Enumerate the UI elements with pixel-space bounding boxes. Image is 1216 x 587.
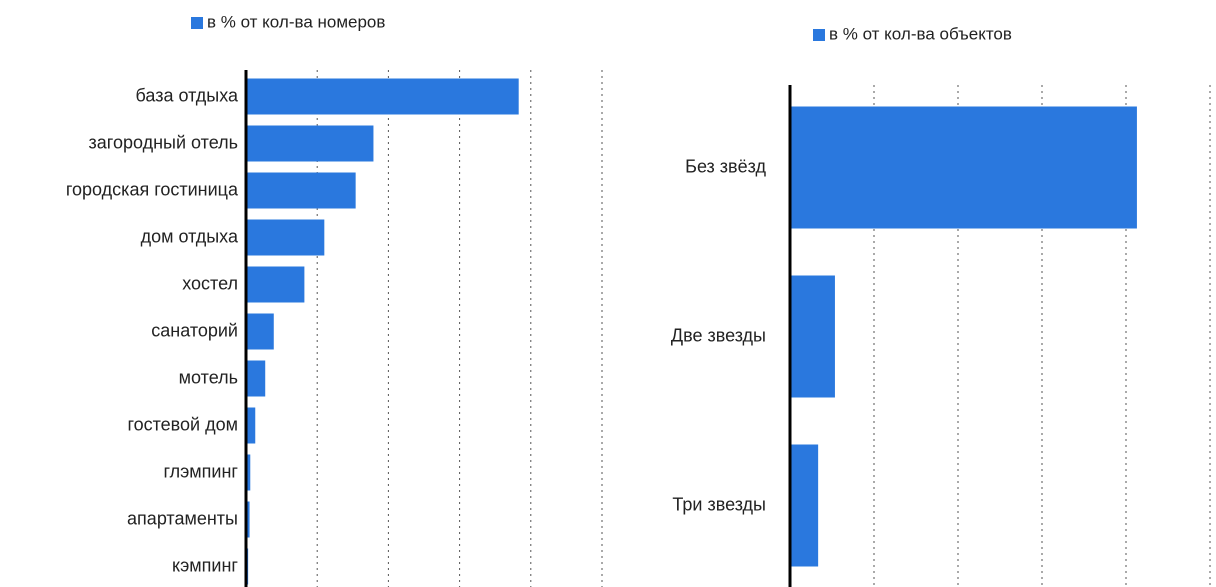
- y-tick-label: Две звезды: [671, 325, 766, 345]
- y-tick-label: дом отдыха: [141, 226, 239, 246]
- y-tick-label: хостел: [182, 273, 238, 293]
- bar: [246, 360, 266, 397]
- bar: [246, 172, 356, 209]
- y-tick-label: загородный отель: [89, 132, 238, 152]
- bar: [790, 106, 1137, 229]
- legend-text: в % от кол-ва объектов: [829, 24, 1012, 43]
- y-tick-label: гостевой дом: [127, 414, 238, 434]
- y-tick-label: санаторий: [151, 320, 238, 340]
- bar: [246, 313, 274, 350]
- y-tick-label: кэмпинг: [172, 555, 238, 575]
- bar: [246, 407, 256, 444]
- legend-swatch: [813, 29, 825, 41]
- bar: [246, 501, 250, 538]
- y-tick-label: мотель: [179, 367, 238, 387]
- bar: [246, 454, 251, 491]
- y-tick-label: глэмпинг: [163, 461, 238, 481]
- y-tick-label: городская гостиница: [66, 179, 239, 199]
- y-tick-label: база отдыха: [136, 85, 239, 105]
- bar: [246, 125, 374, 162]
- y-tick-label: Три звезды: [672, 494, 766, 514]
- bar: [246, 219, 325, 256]
- y-tick-label: Без звёзд: [685, 156, 766, 176]
- legend-swatch: [191, 17, 203, 29]
- legend-text: в % от кол-ва номеров: [207, 12, 385, 31]
- bar: [246, 78, 519, 115]
- bar: [790, 275, 835, 398]
- bar: [790, 444, 819, 567]
- bar: [246, 266, 305, 303]
- y-tick-label: апартаменты: [127, 508, 238, 528]
